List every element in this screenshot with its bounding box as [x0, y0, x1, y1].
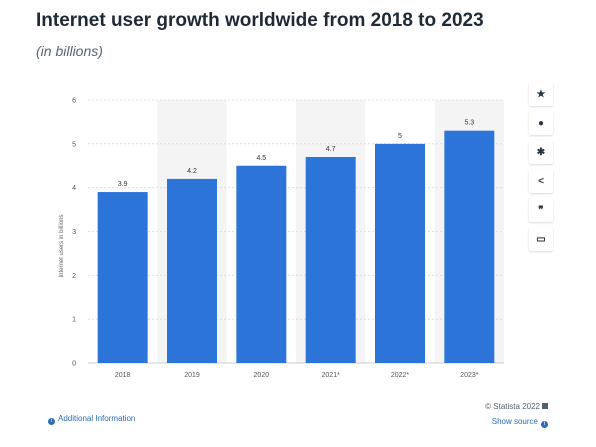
x-tick-label: 2021*: [322, 372, 341, 379]
additional-information-link[interactable]: i Additional Information: [48, 414, 135, 425]
chart-title: Internet user growth worldwide from 2018…: [36, 10, 484, 31]
y-tick-label: 0: [72, 361, 76, 368]
bar[interactable]: [305, 156, 356, 363]
copyright-label: © Statista 2022: [485, 402, 540, 411]
info-icon: i: [541, 421, 548, 428]
info-icon: i: [48, 418, 55, 425]
bell-button[interactable]: ●: [529, 111, 553, 135]
chart-subtitle: (in billions): [36, 43, 103, 59]
print-icon: ▭: [536, 233, 546, 245]
y-tick-label: 2: [72, 273, 76, 280]
y-axis-label: Internet users in billions: [59, 214, 65, 277]
x-tick-label: 2022*: [391, 372, 410, 379]
additional-information-label: Additional Information: [58, 414, 136, 423]
flag-icon: [542, 403, 548, 409]
star-icon: ★: [536, 88, 546, 100]
bar[interactable]: [97, 192, 148, 363]
data-label: 4.5: [256, 155, 266, 162]
chart-toolbar: ★ ● ✱ < ❞ ▭: [529, 82, 557, 256]
bar[interactable]: [375, 143, 425, 363]
bar[interactable]: [236, 165, 287, 363]
data-label: 4.7: [326, 146, 336, 153]
source-footer: © Statista 2022 Show source i: [485, 399, 548, 429]
bell-icon: ●: [537, 117, 545, 129]
data-label: 4.2: [187, 168, 197, 175]
star-button[interactable]: ★: [529, 82, 553, 106]
gear-icon: ✱: [536, 146, 546, 158]
x-tick-label: 2023*: [460, 372, 479, 379]
bar[interactable]: [444, 130, 495, 363]
share-icon: <: [538, 175, 544, 187]
x-tick-label: 2019: [184, 372, 200, 379]
share-button[interactable]: <: [529, 169, 553, 193]
show-source-label: Show source: [491, 417, 538, 426]
gear-button[interactable]: ✱: [529, 140, 553, 164]
x-tick-label: 2020: [254, 372, 270, 379]
show-source-link[interactable]: Show source i: [485, 414, 548, 429]
bar-chart: 0 1 2 3 4 5 6 2018 2019 2020 2021* 2022* 2023* 3.9 4…: [36, 72, 560, 440]
chart-card: 0 1 2 3 4 5 6 2018 2019 2020 2021* 2022* 2023* 3.9 4…: [36, 72, 560, 440]
data-label: 5.3: [464, 120, 474, 127]
y-tick-label: 4: [72, 185, 76, 192]
x-tick-label: 2018: [115, 372, 131, 379]
quote-icon: ❞: [538, 204, 544, 216]
y-tick-label: 5: [72, 141, 76, 148]
bar[interactable]: [167, 178, 217, 363]
y-tick-label: 6: [72, 98, 76, 105]
y-tick-label: 3: [72, 229, 76, 236]
y-tick-label: 1: [72, 317, 76, 324]
data-label: 5: [398, 133, 402, 140]
data-label: 3.9: [118, 181, 128, 188]
print-button[interactable]: ▭: [529, 227, 553, 251]
quote-button[interactable]: ❞: [529, 198, 553, 222]
